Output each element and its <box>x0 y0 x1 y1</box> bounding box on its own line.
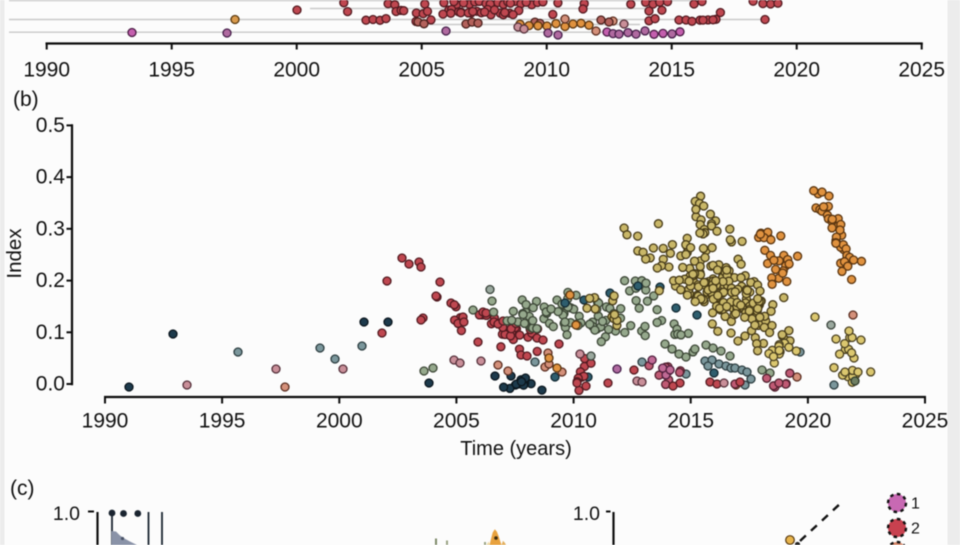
svg-text:0.4: 0.4 <box>36 166 66 189</box>
svg-text:2: 2 <box>911 521 920 538</box>
svg-text:2015: 2015 <box>667 410 714 433</box>
svg-text:1995: 1995 <box>148 59 195 82</box>
svg-text:1: 1 <box>911 496 920 513</box>
svg-text:3: 3 <box>911 544 920 545</box>
svg-text:0.1: 0.1 <box>36 321 65 344</box>
svg-text:Index: Index <box>3 228 26 279</box>
svg-text:2025: 2025 <box>898 59 945 82</box>
svg-text:1990: 1990 <box>82 410 129 433</box>
svg-text:2020: 2020 <box>785 410 832 433</box>
svg-text:0.2: 0.2 <box>36 269 65 292</box>
svg-text:2015: 2015 <box>648 59 695 82</box>
svg-text:2005: 2005 <box>433 410 480 433</box>
svg-text:2000: 2000 <box>273 59 320 82</box>
svg-text:Time (years): Time (years) <box>460 438 571 460</box>
svg-text:2025: 2025 <box>902 410 949 433</box>
svg-text:2010: 2010 <box>550 410 597 433</box>
svg-text:0.5: 0.5 <box>36 114 65 137</box>
svg-text:2000: 2000 <box>316 410 363 433</box>
svg-text:1.0: 1.0 <box>573 503 600 525</box>
svg-text:1995: 1995 <box>199 410 246 433</box>
svg-text:1.0: 1.0 <box>53 503 80 525</box>
svg-text:2010: 2010 <box>523 59 570 82</box>
svg-text:(b): (b) <box>13 88 39 111</box>
svg-text:0.3: 0.3 <box>36 217 65 240</box>
svg-text:1990: 1990 <box>23 59 70 82</box>
svg-text:2005: 2005 <box>398 59 445 82</box>
svg-text:2020: 2020 <box>773 59 820 82</box>
svg-text:(c): (c) <box>10 477 35 500</box>
svg-text:0.0: 0.0 <box>36 373 65 396</box>
